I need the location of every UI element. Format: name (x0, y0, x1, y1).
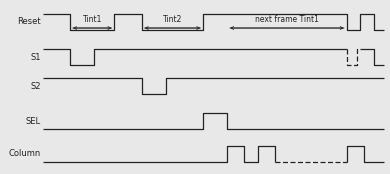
Text: Column: Column (9, 149, 41, 158)
Text: Tint1: Tint1 (83, 14, 102, 23)
Text: S2: S2 (30, 82, 41, 91)
Text: Tint2: Tint2 (163, 14, 182, 23)
Text: next frame Tint1: next frame Tint1 (255, 14, 319, 23)
Text: S1: S1 (30, 53, 41, 62)
Text: Reset: Reset (17, 17, 41, 26)
Text: SEL: SEL (26, 117, 41, 126)
